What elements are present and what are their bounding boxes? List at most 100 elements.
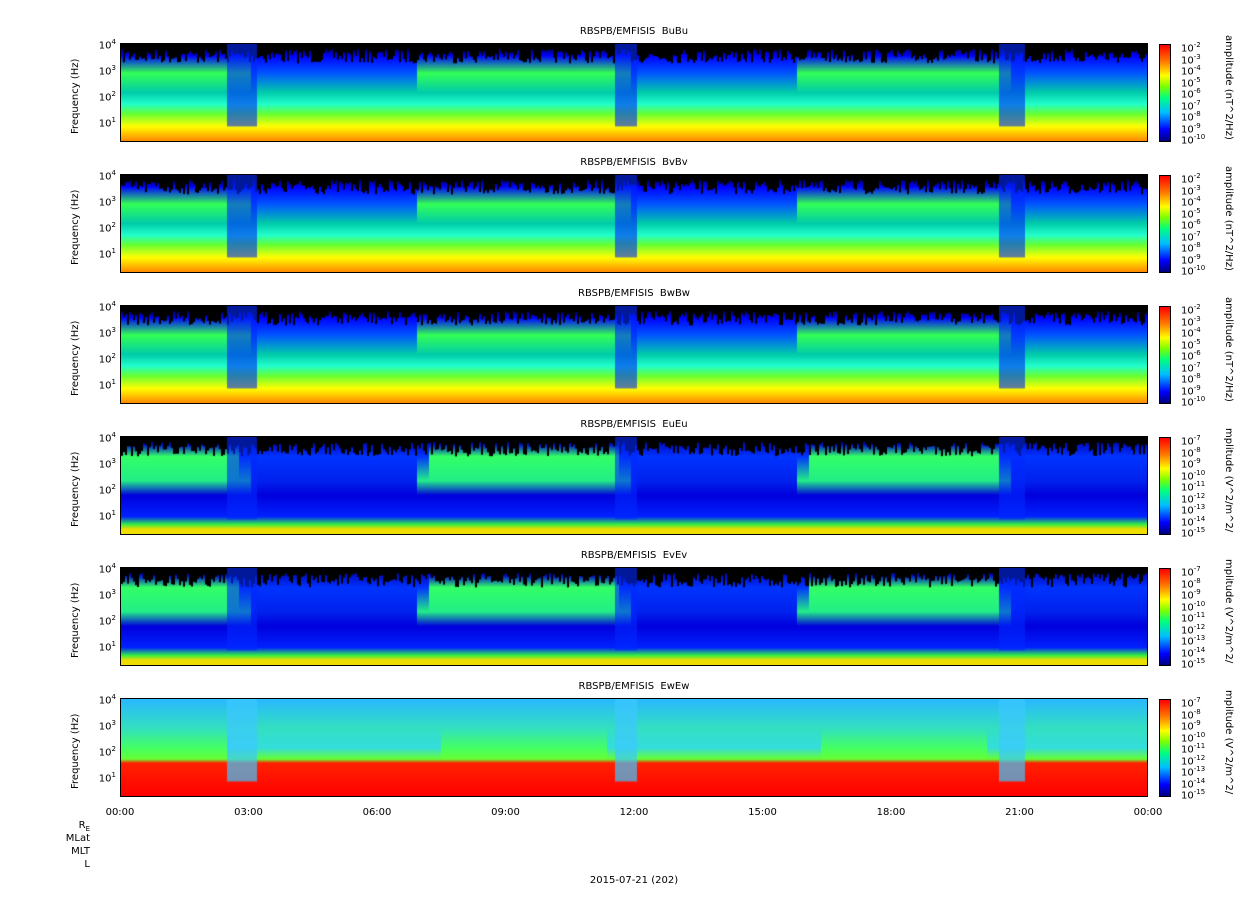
spectrogram-plot	[120, 174, 1148, 273]
y-tick-label: 101	[98, 247, 116, 261]
colorbar-tick-label: 10-12	[1181, 622, 1206, 636]
colorbar-label: amplitude (nT^2/Hz)	[1223, 166, 1234, 271]
colorbar-label: mplitude (V^2/m^2/	[1223, 559, 1234, 664]
colorbar-tick-label: 10-11	[1181, 480, 1206, 494]
panel-title: RBSPB/EMFISIS EwEw	[578, 681, 690, 692]
y-tick-label: 101	[98, 640, 116, 654]
y-tick-label: 102	[98, 614, 116, 628]
spectrogram-plot	[120, 698, 1148, 797]
y-tick-label: 102	[98, 483, 116, 497]
colorbar-tick-label: 10-13	[1181, 765, 1206, 779]
colorbar-tick-label: 10-9	[1181, 719, 1201, 733]
y-tick-label: 104	[98, 38, 116, 52]
x-tick-label: 09:00	[491, 807, 520, 818]
x-tick-label: 03:00	[234, 807, 263, 818]
panel-title: RBSPB/EMFISIS BvBv	[580, 157, 688, 168]
colorbar-tick-label: 10-6	[1181, 349, 1201, 363]
colorbar-tick-label: 10-14	[1181, 645, 1206, 659]
colorbar-tick-label: 10-3	[1181, 183, 1201, 197]
colorbar-label: mplitude (V^2/m^2/	[1223, 428, 1234, 533]
y-tick-label: 101	[98, 771, 116, 785]
colorbar-tick-label: 10-6	[1181, 218, 1201, 232]
colorbar-tick-label: 10-10	[1181, 133, 1206, 147]
colorbar	[1159, 437, 1171, 535]
spectrogram-image	[121, 699, 1147, 796]
colorbar-tick-label: 10-12	[1181, 491, 1206, 505]
colorbar-tick-label: 10-4	[1181, 64, 1201, 78]
y-tick-label: 104	[98, 693, 116, 707]
colorbar	[1159, 568, 1171, 666]
colorbar-tick-label: 10-7	[1181, 434, 1201, 448]
colorbar	[1159, 175, 1171, 273]
colorbar	[1159, 44, 1171, 142]
colorbar-tick-label: 10-5	[1181, 206, 1201, 220]
x-tick-label: 15:00	[748, 807, 777, 818]
colorbar-tick-label: 10-9	[1181, 457, 1201, 471]
colorbar-tick-label: 10-14	[1181, 514, 1206, 528]
colorbar-tick-label: 10-7	[1181, 360, 1201, 374]
colorbar-tick-label: 10-13	[1181, 634, 1206, 648]
colorbar-tick-label: 10-2	[1181, 303, 1201, 317]
colorbar-tick-label: 10-10	[1181, 730, 1206, 744]
colorbar-tick-label: 10-7	[1181, 98, 1201, 112]
colorbar-tick-label: 10-8	[1181, 372, 1201, 386]
ephem-mlt-label: MLT	[71, 846, 90, 857]
colorbar-tick-label: 10-15	[1181, 526, 1206, 540]
spectrogram-image	[121, 437, 1147, 534]
colorbar-tick-label: 10-9	[1181, 252, 1201, 266]
colorbar-tick-label: 10-8	[1181, 707, 1201, 721]
panel-title: RBSPB/EMFISIS EvEv	[580, 550, 688, 561]
colorbar-tick-label: 10-11	[1181, 742, 1206, 756]
colorbar-tick-label: 10-10	[1181, 264, 1206, 278]
colorbar-tick-label: 10-3	[1181, 314, 1201, 328]
y-tick-label: 101	[98, 509, 116, 523]
colorbar-label: mplitude (V^2/m^2/	[1223, 690, 1234, 795]
colorbar-tick-label: 10-3	[1181, 52, 1201, 66]
colorbar-tick-label: 10-11	[1181, 611, 1206, 625]
colorbar-tick-label: 10-5	[1181, 337, 1201, 351]
colorbar-tick-label: 10-7	[1181, 229, 1201, 243]
date-label: 2015-07-21 (202)	[589, 875, 679, 886]
spectrogram-plot	[120, 43, 1148, 142]
colorbar-tick-label: 10-10	[1181, 468, 1206, 482]
colorbar-tick-label: 10-2	[1181, 172, 1201, 186]
spectrogram-plot	[120, 305, 1148, 404]
colorbar-tick-label: 10-2	[1181, 41, 1201, 55]
y-tick-label: 103	[98, 64, 116, 78]
colorbar	[1159, 699, 1171, 797]
colorbar-tick-label: 10-7	[1181, 696, 1201, 710]
y-tick-label: 101	[98, 116, 116, 130]
colorbar	[1159, 306, 1171, 404]
colorbar-label: amplitude (nT^2/Hz)	[1223, 297, 1234, 402]
y-tick-label: 103	[98, 588, 116, 602]
spectrogram-image	[121, 568, 1147, 665]
y-tick-label: 104	[98, 169, 116, 183]
colorbar-tick-label: 10-4	[1181, 195, 1201, 209]
spectrogram-image	[121, 306, 1147, 403]
y-tick-label: 104	[98, 300, 116, 314]
x-tick-label: 12:00	[619, 807, 649, 818]
colorbar-tick-label: 10-5	[1181, 75, 1201, 89]
colorbar-tick-label: 10-14	[1181, 776, 1206, 790]
colorbar-tick-label: 10-4	[1181, 326, 1201, 340]
colorbar-tick-label: 10-7	[1181, 565, 1201, 579]
colorbar-tick-label: 10-8	[1181, 110, 1201, 124]
y-tick-label: 104	[98, 431, 116, 445]
y-tick-label: 104	[98, 562, 116, 576]
y-tick-label: 102	[98, 221, 116, 235]
y-tick-label: 102	[98, 745, 116, 759]
y-tick-label: 103	[98, 195, 116, 209]
colorbar-tick-label: 10-8	[1181, 576, 1201, 590]
colorbar-tick-label: 10-13	[1181, 503, 1206, 517]
panel-title: RBSPB/EMFISIS BuBu	[579, 26, 689, 37]
colorbar-tick-label: 10-9	[1181, 121, 1201, 135]
spectrogram-image	[121, 175, 1147, 272]
x-tick-label: 00:00	[1133, 807, 1163, 818]
x-tick-label: 00:00	[105, 807, 135, 818]
y-tick-label: 103	[98, 457, 116, 471]
colorbar-tick-label: 10-9	[1181, 588, 1201, 602]
colorbar-tick-label: 10-12	[1181, 753, 1206, 767]
colorbar-label: amplitude (nT^2/Hz)	[1223, 35, 1234, 140]
y-tick-label: 103	[98, 326, 116, 340]
x-tick-label: 21:00	[1005, 807, 1034, 818]
